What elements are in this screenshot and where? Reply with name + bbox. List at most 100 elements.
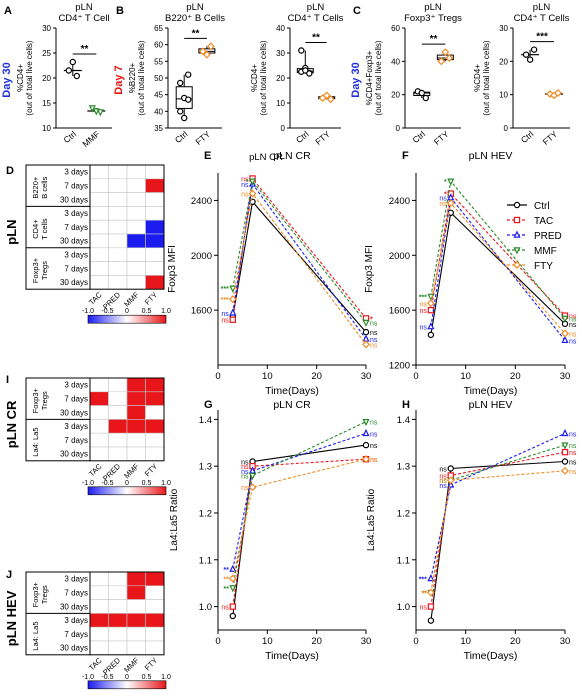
- series-point-pred: [427, 322, 435, 330]
- significance-label: ns: [241, 182, 249, 189]
- series-line-tac: [232, 458, 367, 607]
- y-tick-label: 10: [276, 99, 285, 108]
- series-point-fty: [426, 588, 435, 597]
- significance-label: ns: [370, 342, 378, 349]
- day-label: Day 7: [113, 65, 125, 94]
- series-point-mmf: [561, 315, 569, 323]
- heatmap-border: [89, 164, 165, 290]
- y-tick-label: 65: [154, 24, 163, 33]
- row-label: 30 days: [60, 450, 88, 459]
- y-tick-label: 40: [276, 24, 285, 33]
- data-point: [322, 91, 331, 100]
- x-group-label: Ctrl: [519, 129, 536, 145]
- heatmap-cell: [108, 626, 128, 642]
- heatmap-cell: [89, 446, 109, 462]
- y-tick-label: 60: [154, 41, 163, 50]
- significance-label: ns: [370, 431, 378, 438]
- y-axis-label: Foxp3 MFI: [364, 245, 375, 293]
- chart-title: pLN HEV: [469, 399, 513, 411]
- heatmap-cell: [145, 233, 165, 249]
- series-point-mmf: [229, 585, 237, 593]
- heatmap-cell: [126, 446, 146, 462]
- heatmap-cell: [126, 275, 146, 290]
- y-tick-label: 2400: [389, 196, 410, 207]
- significance-label: ***: [221, 286, 229, 293]
- significance-label: ns: [419, 301, 427, 308]
- significance-label: ns: [569, 431, 577, 438]
- data-point: [441, 48, 450, 57]
- heatmap-cell: [89, 640, 109, 656]
- heatmap-cell: [145, 261, 165, 276]
- x-tick-label: 20: [510, 636, 521, 647]
- y-tick-label: 1.0: [397, 602, 410, 613]
- y-axis-label: (out of total live cells): [137, 40, 146, 115]
- y-tick-label: 1.4: [199, 415, 212, 426]
- colorbar-tick-label: -0.5: [101, 674, 113, 681]
- series-point-fty: [248, 483, 257, 492]
- series-line-mmf: [232, 179, 367, 323]
- y-tick-label: 10: [499, 91, 508, 100]
- y-tick-label: 35: [154, 124, 163, 133]
- heatmap-cell: [108, 432, 128, 448]
- heatmap-cell: [126, 626, 146, 642]
- significance-label: ***: [221, 297, 229, 304]
- y-axis-label: Foxp3 MFI: [167, 245, 178, 293]
- group-label: La4: La5: [31, 427, 40, 456]
- data-point: [306, 70, 313, 77]
- heatmap-cell: [126, 585, 146, 600]
- heatmap-cell: [145, 585, 165, 600]
- data-point: [184, 71, 192, 78]
- heatmap-cell: [126, 613, 146, 628]
- heatmap-cell: [126, 377, 146, 393]
- day-label: Day 30: [1, 62, 13, 97]
- panel-title: pLN: [186, 2, 204, 13]
- significance-label: ns: [439, 467, 447, 474]
- significance-label: ns: [241, 464, 249, 471]
- panel-letter: I: [6, 374, 9, 386]
- y-tick-label: 20: [276, 74, 285, 83]
- y-axis-label: La4:La5 Ratio: [169, 488, 180, 551]
- legend-marker: [513, 216, 521, 224]
- data-point: [445, 54, 454, 62]
- data-point: [554, 89, 562, 97]
- heatmap-cell: [108, 599, 128, 614]
- heatmap-cell: [126, 206, 146, 221]
- panel-title: pLN: [424, 2, 442, 13]
- series-point-tac: [427, 603, 435, 610]
- heatmap-cell: [126, 261, 146, 276]
- legend-label: PRED: [534, 231, 562, 242]
- y-tick-label: 40: [391, 57, 400, 66]
- series-line-mmf: [232, 421, 367, 588]
- legend-marker: [513, 201, 521, 209]
- heatmap-cell: [126, 178, 146, 193]
- row-label: 30 days: [60, 602, 88, 611]
- row-label: 30 days: [60, 278, 88, 287]
- significance-label: ns: [439, 196, 447, 203]
- significance-label: ns: [419, 605, 427, 612]
- row-label: 7 days: [64, 264, 88, 273]
- heatmap-cell: [145, 192, 165, 207]
- x-tick-label: 0: [413, 636, 418, 647]
- series-point-fty: [362, 340, 370, 349]
- heatmap-cell: [89, 599, 109, 614]
- y-tick-label: 1.3: [397, 462, 410, 473]
- y-axis-label: %CD4+Foxp3+: [365, 50, 374, 105]
- series-line-pred: [430, 432, 566, 579]
- column-label: FTY: [143, 656, 159, 672]
- significance-label: ns: [370, 457, 378, 464]
- y-tick-label: 45: [154, 91, 163, 100]
- group-label: Foxp3+: [31, 257, 40, 283]
- row-label: 3 days: [64, 250, 88, 259]
- significance-label: ns: [370, 443, 378, 450]
- heatmap-cell: [89, 192, 109, 207]
- heatmap-cell: [145, 613, 165, 628]
- panel-title: CD4⁺ T Cells: [514, 13, 570, 24]
- y-axis-label: (out of total live cells): [259, 40, 268, 115]
- x-tick-label: 30: [361, 636, 372, 647]
- x-tick-label: 30: [560, 636, 571, 647]
- heatmap-cell: [89, 405, 109, 420]
- y-tick-label: 0: [504, 124, 509, 133]
